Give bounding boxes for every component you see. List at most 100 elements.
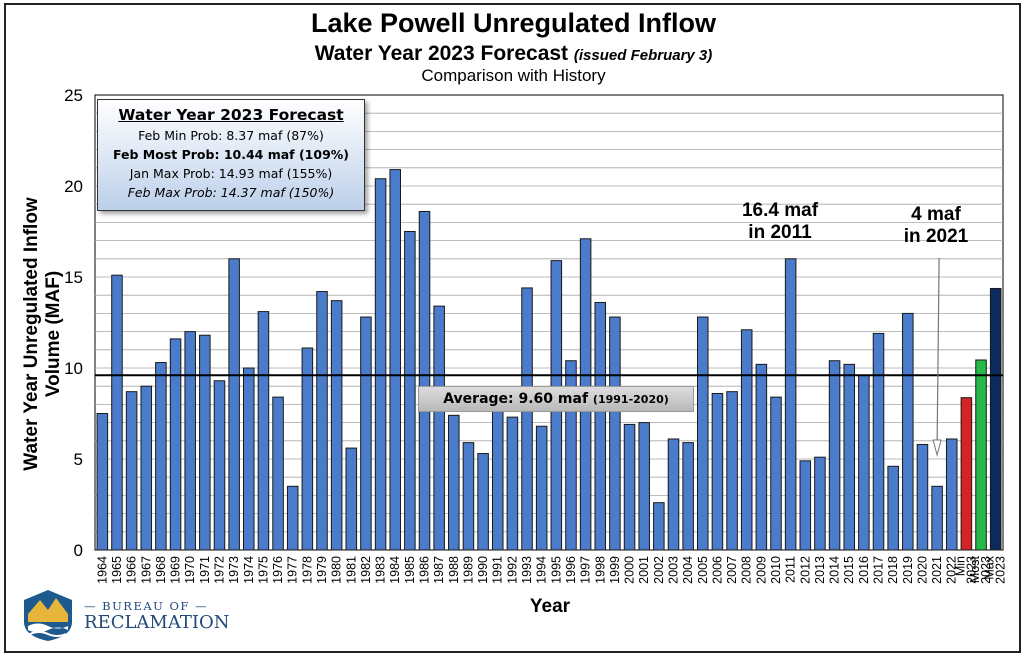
bar-2019	[902, 312, 914, 551]
bar-2009	[755, 363, 768, 551]
annotation-2021-year: in 2021	[903, 226, 969, 247]
x-tick-label: 2009	[754, 556, 768, 584]
bar-2007	[726, 391, 738, 551]
annotation-2011: 16.4 maf in 2011	[728, 200, 832, 244]
bar-1968	[155, 362, 167, 551]
x-tick-label: 1981	[344, 556, 358, 584]
y-tick-label: 10	[64, 359, 83, 378]
bar-1979	[316, 291, 328, 551]
chart-frame	[4, 3, 1021, 653]
x-tick-label: 1980	[330, 556, 344, 584]
bar-2006	[711, 392, 724, 551]
x-tick-label: 2013	[813, 556, 827, 584]
x-tick-label: 1967	[139, 556, 153, 584]
x-tick-label: 1987	[432, 556, 446, 584]
x-tick-label: 2010	[769, 556, 783, 584]
bar-1985	[404, 231, 416, 551]
bar-1970	[184, 331, 196, 551]
x-tick-label: 1978	[300, 556, 314, 584]
forecast-legend: Water Year 2023 Forecast Feb Min Prob: 8…	[97, 99, 365, 211]
chart-subtitle-2: Comparison with History	[421, 66, 606, 85]
x-tick-label: 1988	[447, 556, 461, 584]
bar-2002	[653, 502, 665, 551]
x-tick-label: Most2023	[968, 555, 993, 583]
x-tick-label: 1995	[549, 556, 563, 584]
annotation-2021-value: 4 maf	[911, 204, 961, 225]
subtitle-main: Water Year 2023 Forecast	[314, 42, 569, 65]
bar-1977	[286, 485, 299, 551]
x-tick-label: 1969	[169, 556, 183, 584]
x-tick-label: 1977	[286, 556, 300, 584]
y-tick-label: 5	[74, 450, 83, 469]
legend-title: Water Year 2023 Forecast	[118, 106, 344, 124]
x-tick-label: 1985	[403, 556, 417, 584]
x-tick-label: 2006	[710, 556, 724, 584]
x-tick-label: 1982	[359, 556, 373, 584]
subtitle-issued: (issued February 3)	[573, 47, 713, 64]
x-axis-title: Year	[529, 596, 571, 617]
bar-2011	[784, 258, 797, 551]
x-tick-label: 2019	[901, 556, 915, 584]
x-tick-label: 2002	[652, 556, 666, 584]
x-tick-label: 1971	[198, 556, 212, 584]
y-axis-title: Water Year Unregulated Inflow Volume (MA…	[21, 197, 64, 471]
x-tick-label: 1976	[271, 556, 285, 584]
bar-1978	[301, 347, 314, 551]
bar-1987	[433, 305, 445, 551]
bar-2000	[623, 423, 636, 551]
average-label: Average: 9.60 maf (1991-2020)	[418, 386, 694, 412]
bar-2016	[858, 374, 870, 551]
bar-1974	[243, 367, 255, 551]
bar-2012	[799, 460, 812, 551]
annotation-2011-value: 16.4 maf	[741, 200, 819, 221]
annotation-2021-arrow	[936, 257, 940, 447]
x-tick-label: Max2023	[983, 555, 1008, 584]
bar-1973	[228, 258, 240, 551]
bar-1965	[111, 274, 123, 551]
y-tick-label: 20	[64, 177, 83, 196]
x-tick-label: 2020	[915, 556, 929, 584]
x-tick-label: 2014	[828, 556, 842, 584]
x-tick-label: 1972	[212, 556, 226, 584]
x-tick-label: 2018	[886, 556, 900, 584]
bar-2022	[945, 438, 958, 551]
x-tick-label: 1964	[95, 556, 109, 584]
x-tick-label: 1983	[374, 556, 388, 584]
x-tick-label: Min2023	[953, 556, 978, 584]
x-tick-label: 1979	[315, 556, 329, 584]
x-tick-label: 2022	[945, 556, 959, 584]
x-tick-label: 1992	[505, 556, 519, 584]
x-tick-label: 2003	[666, 556, 680, 584]
legend-line-jan-max: Jan Max Prob: 14.93 maf (155%)	[129, 166, 333, 181]
bar-1967	[140, 385, 153, 551]
bar-1992	[506, 416, 519, 551]
x-tick-label: 1973	[227, 556, 241, 584]
x-tick-label: 1998	[593, 556, 607, 584]
x-tick-label: 1968	[154, 556, 168, 584]
x-tick-label: 2021	[930, 556, 944, 584]
bar-1996	[565, 360, 577, 551]
x-tick-label: 2001	[637, 556, 651, 584]
bar-1999	[609, 316, 621, 551]
x-tick-label: 1970	[183, 556, 197, 584]
bar-1980	[330, 300, 343, 551]
bar-1998	[594, 301, 607, 551]
x-tick-label: 2008	[740, 556, 754, 584]
bar-2001	[638, 422, 650, 551]
bar-1966	[125, 391, 138, 551]
x-tick-label: 2004	[681, 556, 695, 584]
x-tick-label: 2015	[842, 556, 856, 584]
bar-1983	[374, 178, 387, 551]
legend-line-min: Feb Min Prob: 8.37 maf (87%)	[138, 128, 324, 143]
bar-1975	[257, 311, 270, 551]
bar-2004	[682, 442, 694, 551]
x-tick-label: 2000	[623, 556, 637, 584]
average-period: (1991-2020)	[592, 393, 669, 406]
bar-2021	[931, 485, 943, 551]
x-tick-label: 1989	[461, 556, 475, 584]
x-tick-label: 2012	[798, 556, 812, 584]
bar-1990	[477, 453, 489, 551]
bar-max-2023	[989, 287, 1002, 551]
bar-1969	[169, 338, 182, 551]
bar-1984	[389, 169, 401, 551]
